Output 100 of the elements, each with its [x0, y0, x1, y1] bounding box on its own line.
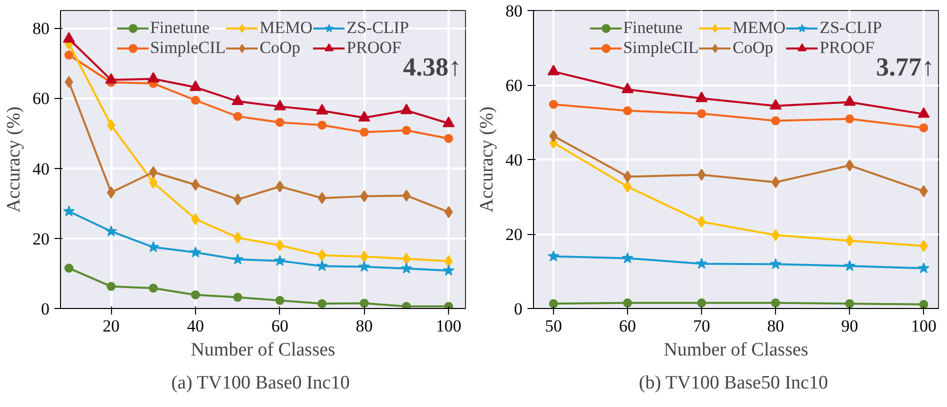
x-tick-label: 80 — [356, 316, 373, 336]
x-axis-title: Number of Classes — [190, 340, 336, 360]
point — [918, 107, 930, 118]
point — [402, 190, 411, 202]
point — [316, 104, 328, 114]
point — [771, 176, 780, 188]
point — [770, 258, 782, 270]
y-tick-label: 20 — [506, 225, 522, 244]
point — [622, 252, 634, 264]
point — [190, 80, 202, 91]
point — [358, 110, 370, 122]
point — [316, 260, 328, 272]
point — [548, 250, 560, 262]
point — [191, 96, 200, 105]
point — [444, 206, 453, 218]
point — [844, 260, 856, 271]
point — [697, 109, 706, 118]
y-axis-title: Accuracy (%) — [4, 106, 24, 213]
point — [402, 126, 411, 135]
y-tick-label: 60 — [32, 89, 50, 108]
point — [697, 168, 706, 181]
point — [275, 118, 284, 127]
x-tick-label: 80 — [767, 316, 784, 336]
point — [64, 76, 74, 88]
point — [400, 262, 412, 274]
text: (a) TV100 Base0 Inc10 — [171, 372, 350, 394]
x-tick-label: 60 — [619, 316, 636, 336]
x-tick-label: 60 — [271, 316, 288, 336]
point — [275, 296, 284, 305]
point — [442, 264, 454, 276]
point — [360, 298, 369, 308]
legend-label: Finetune — [150, 18, 210, 38]
point — [148, 241, 160, 252]
x-tick-label: 100 — [910, 316, 936, 336]
point — [64, 264, 74, 273]
point — [697, 216, 706, 228]
point — [147, 72, 160, 83]
point — [918, 262, 930, 274]
point — [845, 234, 854, 247]
point — [770, 99, 782, 110]
x-axis-title: Number of Classes — [664, 340, 808, 360]
legend-label: MEMO — [732, 18, 786, 38]
point — [444, 134, 454, 143]
point — [919, 300, 928, 308]
x-tick-label: 20 — [102, 316, 120, 336]
point — [696, 258, 708, 269]
point — [233, 292, 242, 302]
point — [623, 298, 632, 308]
point — [233, 112, 242, 121]
point — [106, 186, 116, 198]
point — [106, 282, 116, 291]
point — [547, 64, 560, 76]
point — [444, 302, 454, 308]
y-tick-label: 20 — [32, 229, 50, 248]
point — [697, 298, 706, 308]
legend-label: SimpleCIL — [150, 38, 226, 58]
point — [148, 284, 158, 293]
point — [919, 123, 928, 132]
point — [623, 180, 632, 193]
point — [400, 104, 412, 114]
y-tick-label: 80 — [32, 19, 50, 38]
point — [191, 213, 200, 226]
text: (b) TV100 Base50 Inc10 — [638, 372, 828, 394]
point — [845, 114, 854, 124]
x-tick-label: 50 — [544, 316, 562, 336]
point — [232, 94, 244, 105]
legend-label: MEMO — [260, 18, 313, 38]
legend-label: PROOF — [820, 38, 874, 58]
legend-label: ZS-CLIP — [820, 18, 882, 38]
point — [548, 299, 558, 308]
point — [318, 192, 326, 204]
y-tick-label: 40 — [506, 150, 522, 170]
point — [442, 116, 455, 128]
x-tick-label: 90 — [841, 316, 858, 336]
point — [444, 255, 453, 268]
point — [232, 253, 244, 264]
y-axis-title: Accuracy (%) — [476, 106, 498, 213]
point — [190, 246, 202, 258]
point — [358, 260, 370, 272]
point — [191, 178, 200, 191]
point — [402, 252, 411, 265]
x-tick-label: 100 — [436, 316, 462, 336]
y-tick-label: 80 — [506, 2, 522, 20]
point — [402, 302, 411, 308]
point — [318, 120, 327, 130]
point — [845, 159, 854, 172]
legend-label: CoOp — [732, 38, 774, 58]
y-tick-label: 60 — [506, 76, 522, 95]
point — [360, 128, 369, 137]
point — [318, 299, 327, 308]
point — [276, 180, 284, 192]
point — [274, 254, 286, 266]
annotation: 4.38↑ — [402, 52, 462, 82]
point — [191, 290, 200, 300]
point — [105, 225, 117, 236]
y-tick-label: 0 — [41, 300, 50, 318]
y-tick-label: 0 — [514, 300, 522, 318]
x-tick-label: 40 — [187, 316, 204, 336]
point — [63, 205, 75, 216]
point — [845, 299, 854, 308]
